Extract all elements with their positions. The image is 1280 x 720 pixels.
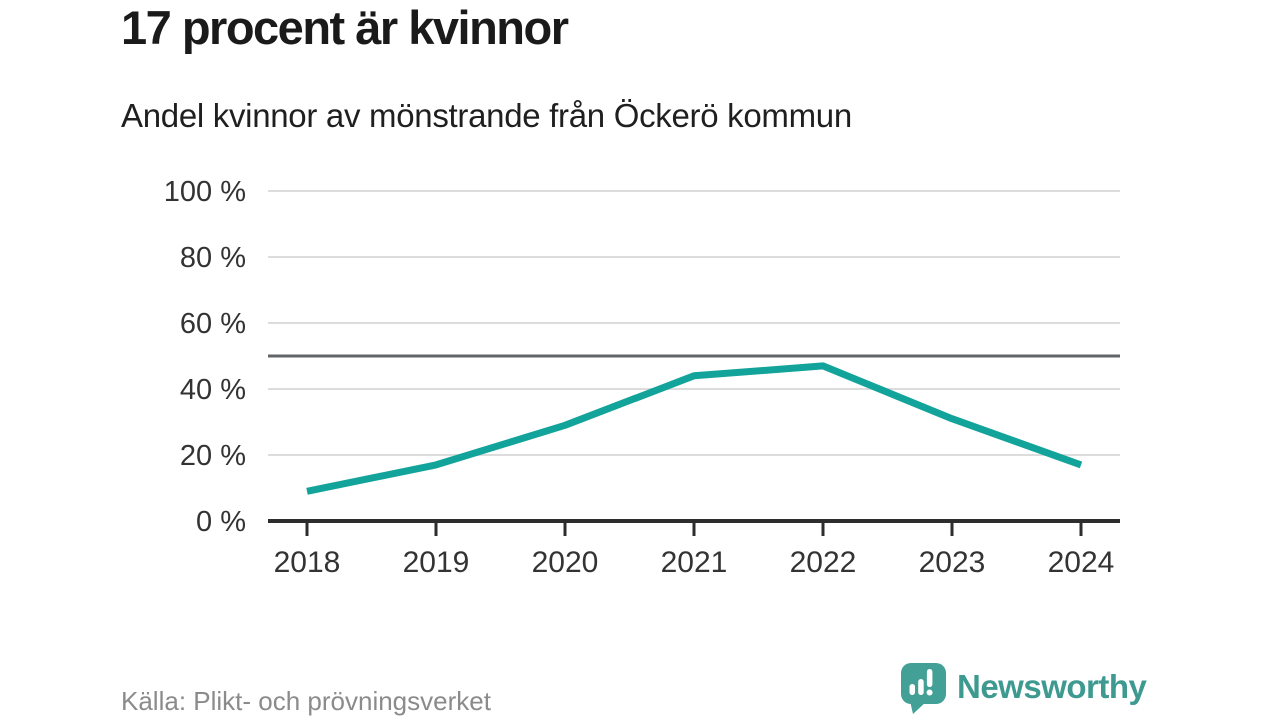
y-axis-labels: 0 % 20 % 40 % 60 % 80 % 100 % bbox=[164, 176, 246, 538]
chart-subtitle: Andel kvinnor av mönstrande från Öckerö … bbox=[121, 97, 852, 134]
svg-text:2019: 2019 bbox=[403, 546, 470, 579]
svg-text:2024: 2024 bbox=[1048, 546, 1115, 579]
svg-text:2018: 2018 bbox=[274, 546, 341, 579]
svg-text:2020: 2020 bbox=[532, 546, 599, 579]
data-line bbox=[306, 362, 1083, 495]
chart-title: 17 procent är kvinnor bbox=[121, 1, 569, 54]
source-attribution: Källa: Plikt- och prövningsverket bbox=[121, 686, 491, 716]
newsworthy-logo: Newsworthy bbox=[901, 663, 1147, 715]
x-axis-labels: 2018 2019 2020 2021 2022 2023 2024 bbox=[274, 546, 1115, 579]
gridlines bbox=[268, 190, 1120, 456]
svg-text:60 %: 60 % bbox=[180, 308, 246, 340]
newsworthy-wordmark: Newsworthy bbox=[957, 667, 1147, 705]
newsworthy-chart-bubble-icon bbox=[901, 663, 946, 714]
svg-text:20 %: 20 % bbox=[180, 440, 246, 472]
svg-text:80 %: 80 % bbox=[180, 242, 246, 274]
svg-text:2023: 2023 bbox=[919, 546, 986, 579]
svg-text:100 %: 100 % bbox=[164, 176, 246, 208]
svg-text:0 %: 0 % bbox=[196, 506, 246, 538]
x-axis bbox=[268, 519, 1120, 536]
svg-text:40 %: 40 % bbox=[180, 374, 246, 406]
svg-text:2021: 2021 bbox=[661, 546, 728, 579]
svg-text:2022: 2022 bbox=[790, 546, 857, 579]
